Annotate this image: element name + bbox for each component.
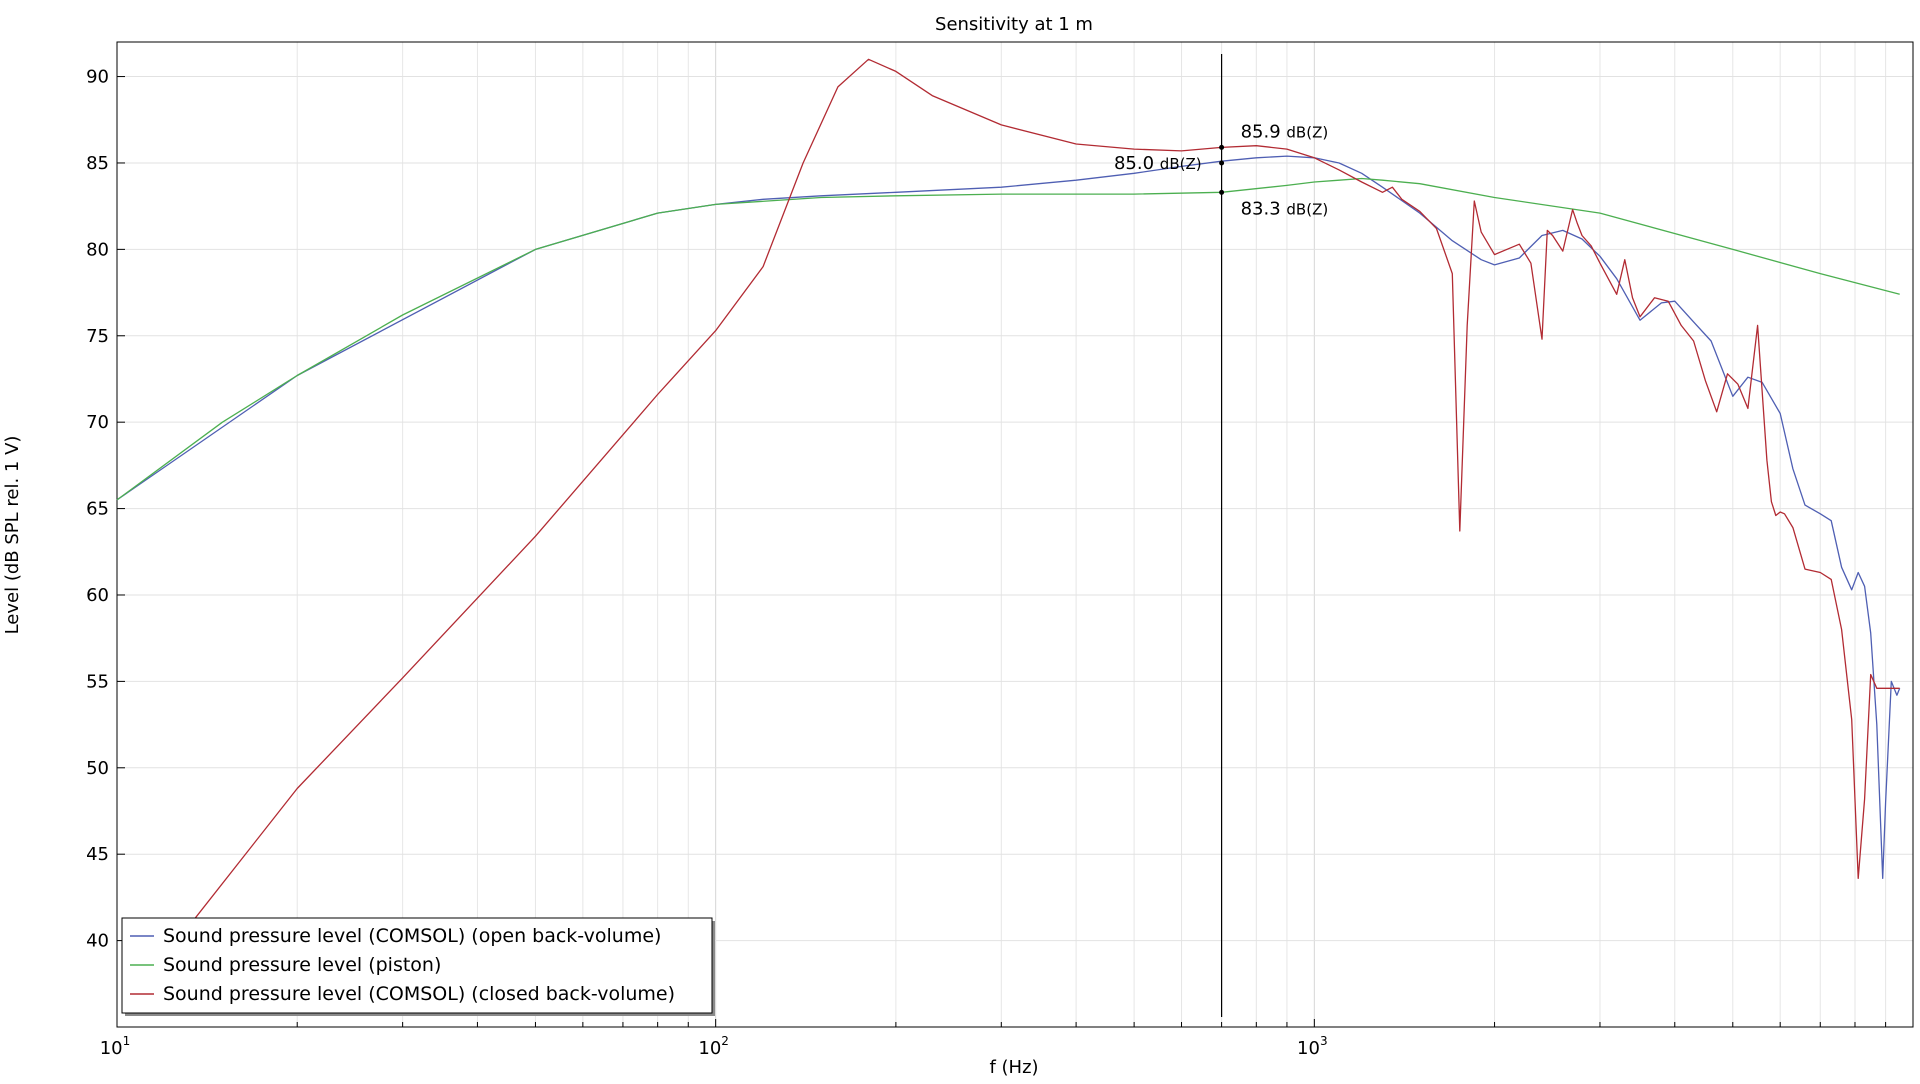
grid [116,42,1914,1027]
cursor-marker [1219,160,1225,166]
plot-frame [116,41,1914,1028]
legend: Sound pressure level (COMSOL) (open back… [121,917,715,1016]
x-tick-label: 103 [1297,1034,1328,1059]
series-line [190,58,1900,924]
legend-box [121,917,713,1014]
y-tick-label: 50 [86,758,109,779]
cursor-marker [1219,189,1225,195]
x-tick-label: 101 [100,1034,131,1059]
y-tick-label: 75 [86,326,109,347]
y-tick-label: 90 [86,67,109,88]
cursor-value-label: 85.0 dB(Z) [1114,153,1202,174]
y-tick-label: 65 [86,499,109,520]
y-tick-label: 80 [86,239,109,260]
cursor-marker [1219,144,1225,150]
y-tick-label: 85 [86,153,109,174]
y-tick-label: 40 [86,931,109,952]
x-tick-label: 102 [698,1034,729,1059]
series-line [116,177,1900,501]
y-tick-label: 45 [86,844,109,865]
series-line [116,155,1901,880]
legend-label: Sound pressure level (COMSOL) (open back… [163,925,661,947]
y-axis-label: Level (dB SPL rel. 1 V) [2,436,23,635]
cursor-group: 85.9 dB(Z) 85.0 dB(Z) 83.3 dB(Z) [1114,54,1328,1017]
series-lines [116,58,1901,924]
cursor-value-label: 83.3 dB(Z) [1241,198,1329,219]
cursor-value-label: 85.9 dB(Z) [1241,121,1329,142]
axis-ticks: 40 45 50 55 60 65 70 75 80 85 90 101 102 103 [86,67,1914,1059]
x-axis-label: f (Hz) [989,1057,1038,1078]
y-tick-label: 55 [86,671,109,692]
legend-label: Sound pressure level (COMSOL) (closed ba… [163,983,675,1005]
legend-label: Sound pressure level (piston) [163,954,441,976]
chart-title: Sensitivity at 1 m [935,14,1093,35]
y-tick-label: 60 [86,585,109,606]
y-tick-label: 70 [86,412,109,433]
